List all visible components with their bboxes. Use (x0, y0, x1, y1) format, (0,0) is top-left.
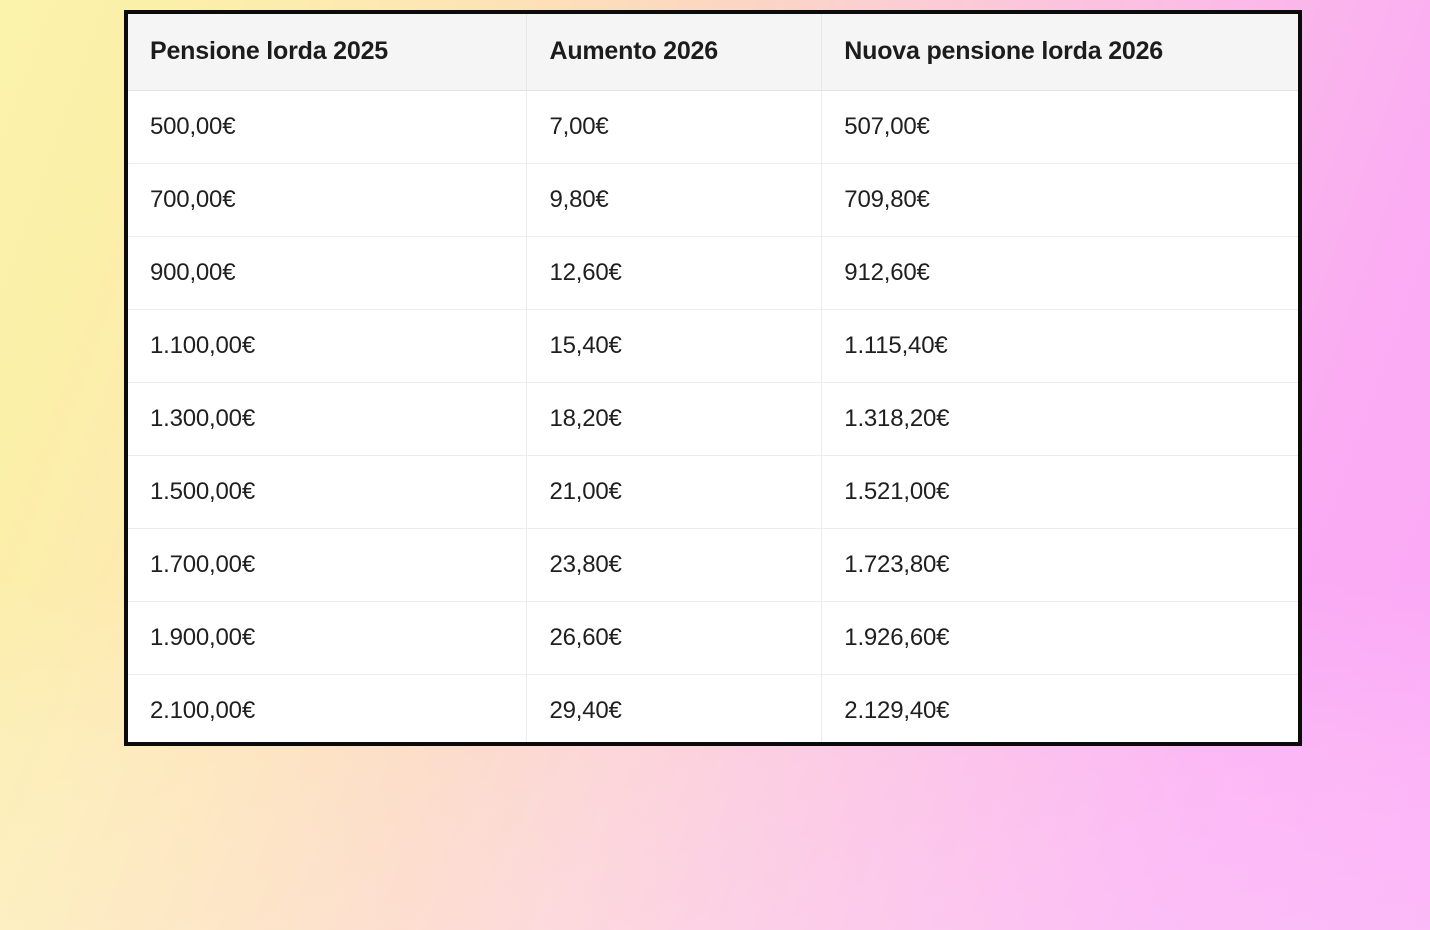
table-row: 700,00€ 9,80€ 709,80€ (128, 163, 1298, 237)
cell-nuova-pensione-lorda-2026: 709,80€ (821, 163, 1298, 237)
table-row: 500,00€ 7,00€ 507,00€ (128, 90, 1298, 164)
cell-pensione-lorda-2025: 1.900,00€ (128, 601, 528, 675)
column-header-aumento-2026: Aumento 2026 (526, 14, 823, 91)
cell-aumento-2026: 26,60€ (526, 601, 823, 675)
table-row: 900,00€ 12,60€ 912,60€ (128, 236, 1298, 310)
pension-increase-table: Pensione lorda 2025 Aumento 2026 Nuova p… (128, 14, 1298, 742)
table-row: 1.100,00€ 15,40€ 1.115,40€ (128, 309, 1298, 383)
table-row: 1.700,00€ 23,80€ 1.723,80€ (128, 528, 1298, 602)
cell-nuova-pensione-lorda-2026: 912,60€ (821, 236, 1298, 310)
cell-pensione-lorda-2025: 900,00€ (128, 236, 528, 310)
cell-aumento-2026: 21,00€ (526, 455, 823, 529)
cell-pensione-lorda-2025: 500,00€ (128, 90, 528, 164)
table-header: Pensione lorda 2025 Aumento 2026 Nuova p… (128, 14, 1298, 91)
cell-aumento-2026: 9,80€ (526, 163, 823, 237)
table-body: 500,00€ 7,00€ 507,00€ 700,00€ 9,80€ 709,… (128, 90, 1298, 742)
cell-aumento-2026: 18,20€ (526, 382, 823, 456)
cell-nuova-pensione-lorda-2026: 2.129,40€ (821, 674, 1298, 742)
cell-pensione-lorda-2025: 1.500,00€ (128, 455, 528, 529)
cell-nuova-pensione-lorda-2026: 1.318,20€ (821, 382, 1298, 456)
table-row: 2.100,00€ 29,40€ 2.129,40€ (128, 674, 1298, 742)
cell-nuova-pensione-lorda-2026: 1.115,40€ (821, 309, 1298, 383)
cell-pensione-lorda-2025: 1.300,00€ (128, 382, 528, 456)
table-row: 1.300,00€ 18,20€ 1.318,20€ (128, 382, 1298, 456)
cell-aumento-2026: 7,00€ (526, 90, 823, 164)
table-header-row: Pensione lorda 2025 Aumento 2026 Nuova p… (128, 14, 1298, 91)
table-row: 1.900,00€ 26,60€ 1.926,60€ (128, 601, 1298, 675)
cell-nuova-pensione-lorda-2026: 1.926,60€ (821, 601, 1298, 675)
cell-pensione-lorda-2025: 2.100,00€ (128, 674, 528, 742)
pension-table-frame: Pensione lorda 2025 Aumento 2026 Nuova p… (124, 10, 1302, 746)
cell-pensione-lorda-2025: 700,00€ (128, 163, 528, 237)
column-header-pensione-lorda-2025: Pensione lorda 2025 (128, 14, 528, 91)
cell-aumento-2026: 29,40€ (526, 674, 823, 742)
cell-nuova-pensione-lorda-2026: 507,00€ (821, 90, 1298, 164)
cell-pensione-lorda-2025: 1.100,00€ (128, 309, 528, 383)
cell-aumento-2026: 12,60€ (526, 236, 823, 310)
cell-aumento-2026: 23,80€ (526, 528, 823, 602)
table-row: 1.500,00€ 21,00€ 1.521,00€ (128, 455, 1298, 529)
column-header-nuova-pensione-lorda-2026: Nuova pensione lorda 2026 (821, 14, 1298, 91)
cell-nuova-pensione-lorda-2026: 1.723,80€ (821, 528, 1298, 602)
cell-aumento-2026: 15,40€ (526, 309, 823, 383)
cell-nuova-pensione-lorda-2026: 1.521,00€ (821, 455, 1298, 529)
cell-pensione-lorda-2025: 1.700,00€ (128, 528, 528, 602)
